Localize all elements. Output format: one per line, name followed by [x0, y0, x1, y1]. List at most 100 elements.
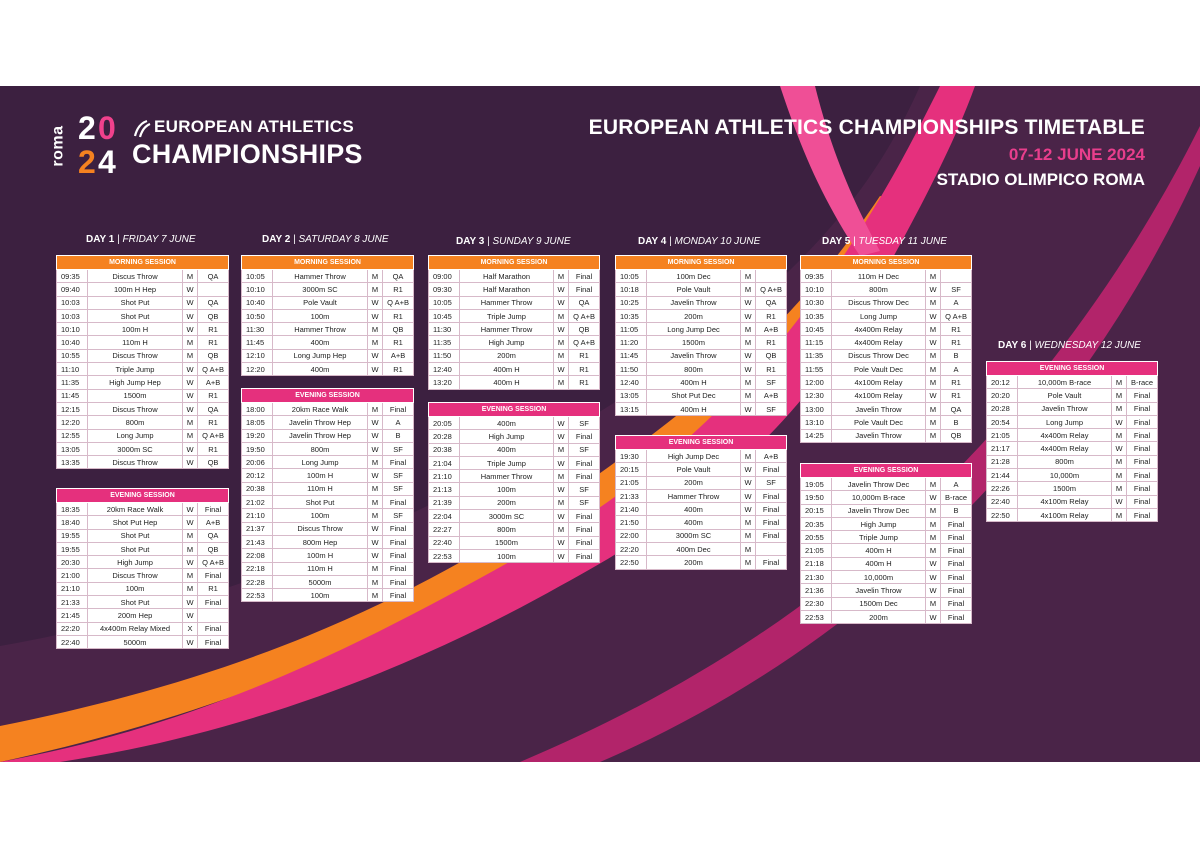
event-round: Final	[939, 570, 973, 585]
event-time: 09:40	[56, 282, 88, 297]
event-time: 21:40	[615, 502, 647, 517]
table-row: 19:55 Shot Put M QB	[56, 541, 230, 557]
table-row: 13:00 Javelin Throw M QA	[800, 401, 973, 417]
event-time: 22:53	[800, 609, 832, 625]
event-name: 100m H Hep	[87, 282, 183, 297]
event-name: 1500m	[459, 535, 554, 550]
event-name: Hammer Throw	[272, 322, 368, 337]
day-date: SUNDAY 9 JUNE	[492, 236, 571, 247]
table-row: 19:05 Javelin Throw Dec M A	[800, 476, 973, 492]
table-row: 22:40 5000m W Final	[56, 634, 230, 650]
event-name: 800m	[272, 441, 368, 457]
table-row: 20:12 10,000m B-race M B-race	[986, 374, 1159, 390]
event-name: Long Jump Hep	[272, 348, 368, 364]
event-name: 100m Dec	[646, 268, 741, 284]
event-round: SF	[381, 508, 415, 523]
event-round: Final	[939, 583, 973, 598]
event-round: Q A+B	[939, 308, 973, 324]
day-separator: |	[1026, 340, 1035, 351]
session-title: MORNING SESSION	[240, 255, 415, 270]
event-name: Triple Jump	[831, 530, 926, 545]
event-gender: M	[367, 335, 383, 350]
event-time: 12:55	[56, 428, 88, 443]
event-time: 18:00	[241, 401, 273, 417]
table-row: 19:30 High Jump Dec M A+B	[615, 448, 788, 464]
event-time: 22:40	[986, 494, 1018, 509]
event-round	[754, 542, 788, 557]
event-gender: W	[740, 295, 756, 310]
logo-roma-text: roma	[49, 125, 67, 167]
table-row: 10:35 200m W R1	[615, 308, 788, 324]
event-gender: X	[182, 621, 198, 636]
event-name: Triple Jump	[459, 308, 554, 324]
event-time: 10:10	[800, 282, 832, 297]
event-name: Shot Put	[87, 295, 183, 310]
event-time: 20:12	[241, 468, 273, 483]
event-name: High Jump	[459, 429, 554, 444]
event-gender: W	[553, 415, 569, 431]
event-gender: W	[367, 362, 383, 377]
event-gender: W	[553, 509, 569, 524]
event-round: Final	[1125, 441, 1159, 456]
event-gender: W	[182, 634, 198, 650]
event-gender: M	[553, 335, 569, 350]
event-gender: M	[367, 481, 383, 497]
table-row: 19:50 10,000m B-race W B-race	[800, 490, 973, 505]
event-name: 100m	[87, 581, 183, 597]
event-time: 20:15	[800, 503, 832, 518]
event-name: 400m	[646, 515, 741, 530]
event-gender: M	[182, 268, 198, 284]
event-time: 22:50	[615, 555, 647, 570]
event-name: Pole Vault	[646, 282, 741, 297]
event-gender: M	[553, 268, 569, 284]
event-time: 20:35	[800, 516, 832, 532]
event-time: 11:35	[428, 335, 460, 350]
table-row: 21:30 10,000m W Final	[800, 570, 973, 585]
table-row: 10:10 100m H W R1	[56, 322, 230, 337]
session-header-row: MORNING SESSION	[799, 255, 973, 270]
event-time: 09:30	[428, 282, 460, 297]
table-row: 11:20 1500m M R1	[615, 335, 788, 350]
event-time: 10:35	[615, 308, 647, 324]
event-round: Final	[381, 521, 415, 536]
event-round: Final	[939, 543, 973, 558]
event-name: 4x400m Relay	[1017, 441, 1112, 456]
event-time: 11:35	[56, 375, 88, 390]
event-round	[939, 268, 973, 284]
event-gender: M	[182, 541, 198, 557]
event-time: 21:33	[615, 488, 647, 504]
event-gender: M	[182, 568, 198, 583]
event-round: Final	[567, 429, 601, 444]
table-row: 22:00 3000m SC M Final	[615, 528, 788, 544]
event-time: 12:10	[241, 348, 273, 364]
event-gender: M	[553, 375, 569, 390]
event-gender: M	[1111, 454, 1127, 470]
event-time: 20:12	[986, 374, 1018, 390]
event-gender: M	[1111, 468, 1127, 483]
event-time: 10:05	[615, 268, 647, 284]
event-round: Final	[754, 462, 788, 477]
event-round: Final	[1125, 454, 1159, 470]
event-gender: W	[925, 556, 941, 572]
event-name: Shot Put Dec	[646, 388, 741, 403]
event-name: Long Jump	[87, 428, 183, 443]
event-round: Final	[754, 502, 788, 517]
event-round: QB	[754, 348, 788, 364]
timetable-poster: roma 2 0 2 4 EUROPEAN ATHLETICS CHAMPION…	[0, 86, 1200, 762]
event-name: 10,000m	[831, 570, 926, 585]
event-round: Final	[1125, 414, 1159, 430]
table-row: 10:45 4x400m Relay M R1	[800, 322, 973, 337]
event-gender: W	[553, 455, 569, 471]
event-name: 400m	[459, 442, 554, 457]
table-row: 22:53 200m W Final	[800, 609, 973, 625]
event-time: 21:05	[615, 475, 647, 490]
event-gender: W	[182, 388, 198, 403]
table-row: 22:04 3000m SC W Final	[428, 509, 601, 524]
event-name: 4x100m Relay	[1017, 507, 1112, 523]
logo-year-digit: 4	[98, 144, 116, 180]
table-row: 18:05 Javelin Throw Hep W A	[241, 415, 415, 430]
event-round: A+B	[196, 515, 230, 530]
event-gender: W	[925, 308, 941, 324]
event-round: Final	[381, 574, 415, 590]
event-gender: M	[925, 428, 941, 443]
